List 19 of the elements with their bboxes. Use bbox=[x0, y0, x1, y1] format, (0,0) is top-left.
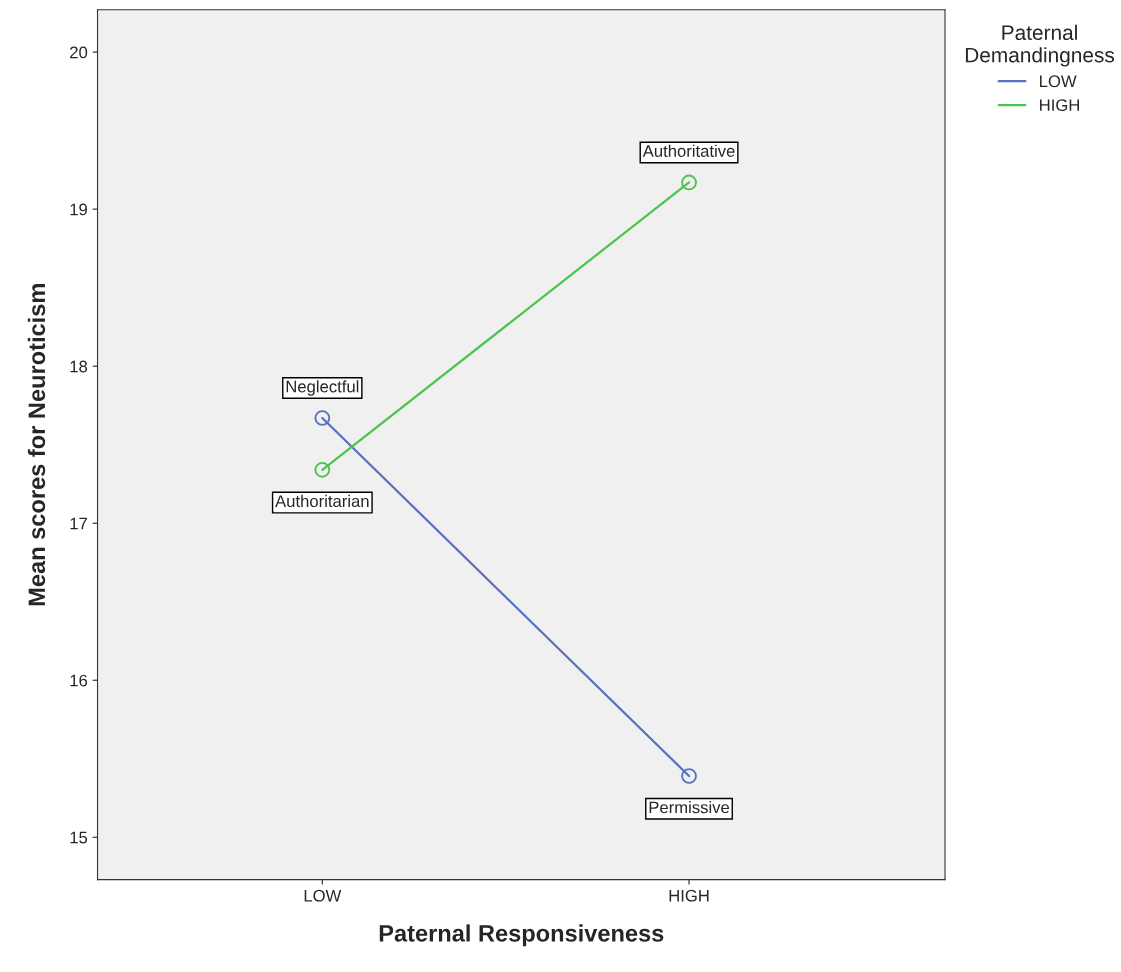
point bbox=[681, 768, 697, 784]
point bbox=[681, 174, 697, 191]
y-tick-label: 19 bbox=[70, 203, 88, 216]
annotation: Authoritative bbox=[642, 144, 735, 157]
legend-label: LOW bbox=[1040, 75, 1077, 88]
y-tick-label: 18 bbox=[70, 360, 88, 373]
y-tick-label: 16 bbox=[70, 674, 88, 687]
legend-title: Paternal Demandingness bbox=[965, 24, 1115, 67]
y-tick-label: 15 bbox=[70, 831, 88, 844]
annotation: Permissive bbox=[649, 801, 730, 814]
legend-label: HIGH bbox=[1040, 99, 1079, 112]
x-axis-title: Paternal Responsiveness bbox=[379, 924, 664, 947]
point bbox=[314, 410, 331, 426]
point bbox=[314, 461, 331, 478]
y-tick-label: 20 bbox=[70, 46, 88, 59]
y-axis-title: Mean scores for Neuroticism bbox=[27, 284, 46, 606]
annotation: Neglectful bbox=[286, 380, 359, 396]
annotation: Authoritarian bbox=[275, 494, 369, 508]
y-tick-label: 17 bbox=[70, 517, 87, 530]
